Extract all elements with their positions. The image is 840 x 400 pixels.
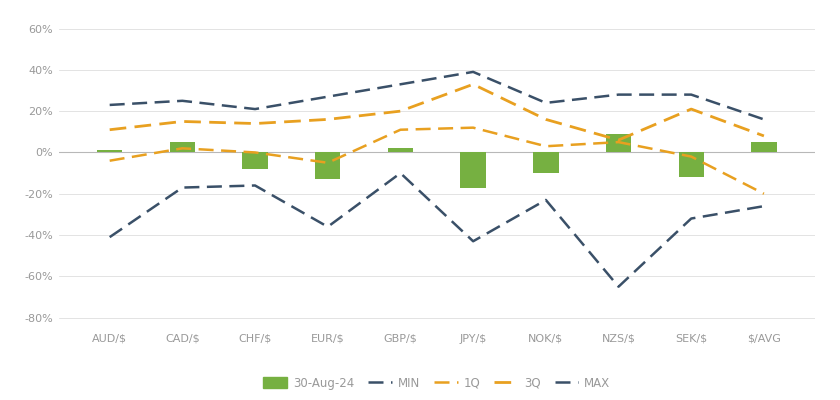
Bar	[606, 134, 631, 152]
Bar	[533, 152, 559, 173]
Bar	[751, 142, 777, 152]
Bar	[460, 152, 486, 188]
Legend: 30-Aug-24, MIN, 1Q, 3Q, MAX: 30-Aug-24, MIN, 1Q, 3Q, MAX	[259, 372, 615, 394]
Bar	[315, 152, 340, 179]
Bar	[243, 152, 268, 169]
Bar	[97, 150, 123, 152]
Bar	[388, 148, 413, 152]
Bar	[170, 142, 195, 152]
Bar	[679, 152, 704, 177]
